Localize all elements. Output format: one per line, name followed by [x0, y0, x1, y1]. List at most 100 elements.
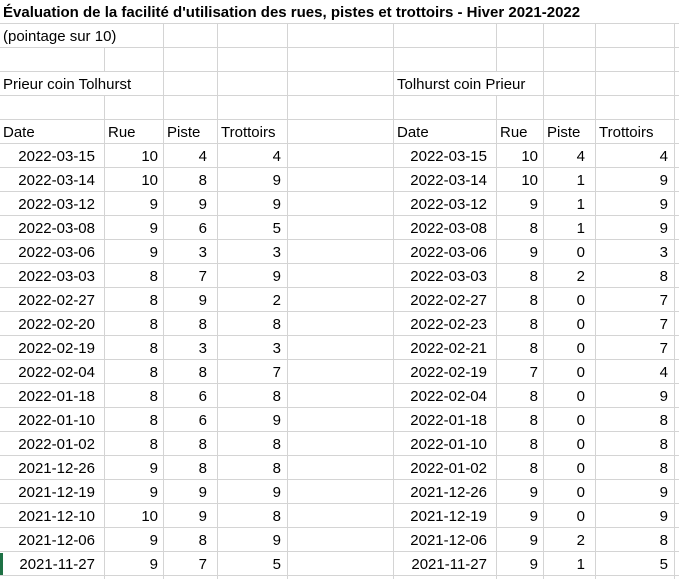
- empty-cell[interactable]: [394, 48, 497, 72]
- left-trottoirs-cell[interactable]: 8: [218, 456, 288, 480]
- left-piste-cell[interactable]: 7: [164, 264, 218, 288]
- empty-cell[interactable]: [394, 576, 497, 579]
- left-date-cell[interactable]: 2022-02-19: [0, 336, 105, 360]
- empty-cell[interactable]: [288, 144, 394, 168]
- right-date-cell[interactable]: 2022-03-14: [394, 168, 497, 192]
- left-rue-cell[interactable]: 9: [105, 240, 164, 264]
- right-date-cell[interactable]: 2022-02-21: [394, 336, 497, 360]
- empty-cell[interactable]: [288, 72, 394, 96]
- right-trottoirs-cell[interactable]: 9: [596, 192, 675, 216]
- left-trottoirs-cell[interactable]: 9: [218, 528, 288, 552]
- left-piste-cell[interactable]: 4: [164, 144, 218, 168]
- right-rue-cell[interactable]: 10: [497, 144, 544, 168]
- empty-cell[interactable]: [497, 96, 544, 120]
- right-piste-cell[interactable]: 1: [544, 168, 596, 192]
- empty-cell[interactable]: [288, 552, 394, 576]
- right-date-cell[interactable]: 2022-01-18: [394, 408, 497, 432]
- empty-cell[interactable]: [675, 144, 679, 168]
- left-date-cell[interactable]: 2022-02-20: [0, 312, 105, 336]
- right-trottoirs-cell[interactable]: 8: [596, 264, 675, 288]
- empty-cell[interactable]: [675, 216, 679, 240]
- right-trottoirs-cell[interactable]: 8: [596, 528, 675, 552]
- empty-cell[interactable]: [0, 576, 105, 579]
- left-rue-cell[interactable]: 10: [105, 168, 164, 192]
- left-piste-cell[interactable]: 9: [164, 504, 218, 528]
- left-rue-cell[interactable]: 8: [105, 432, 164, 456]
- left-piste-cell[interactable]: 6: [164, 408, 218, 432]
- left-rue-cell[interactable]: 8: [105, 264, 164, 288]
- right-piste-cell[interactable]: 0: [544, 240, 596, 264]
- left-piste-cell[interactable]: 8: [164, 312, 218, 336]
- right-rue-cell[interactable]: 8: [497, 456, 544, 480]
- empty-cell[interactable]: [105, 96, 164, 120]
- right-header-rue[interactable]: Rue: [497, 120, 544, 144]
- left-date-cell[interactable]: 2021-12-10: [0, 504, 105, 528]
- right-trottoirs-cell[interactable]: 8: [596, 432, 675, 456]
- left-trottoirs-cell[interactable]: 3: [218, 240, 288, 264]
- left-rue-cell[interactable]: 10: [105, 504, 164, 528]
- right-piste-cell[interactable]: 4: [544, 144, 596, 168]
- empty-cell[interactable]: [675, 240, 679, 264]
- sheet-title-cell[interactable]: Évaluation de la facilité d'utilisation …: [0, 0, 679, 24]
- empty-cell[interactable]: [596, 96, 675, 120]
- right-piste-cell[interactable]: 1: [544, 192, 596, 216]
- left-date-cell[interactable]: 2022-01-18: [0, 384, 105, 408]
- right-date-cell[interactable]: 2021-11-27: [394, 552, 497, 576]
- empty-cell[interactable]: [218, 48, 288, 72]
- empty-cell[interactable]: [288, 336, 394, 360]
- empty-cell[interactable]: [288, 360, 394, 384]
- right-trottoirs-cell[interactable]: 7: [596, 336, 675, 360]
- empty-cell[interactable]: [218, 96, 288, 120]
- right-date-cell[interactable]: 2021-12-19: [394, 504, 497, 528]
- empty-cell[interactable]: [675, 480, 679, 504]
- empty-cell[interactable]: [675, 288, 679, 312]
- left-date-cell[interactable]: 2022-03-08: [0, 216, 105, 240]
- empty-cell[interactable]: [394, 96, 497, 120]
- empty-cell[interactable]: [675, 336, 679, 360]
- right-date-cell[interactable]: 2022-03-06: [394, 240, 497, 264]
- right-piste-cell[interactable]: 0: [544, 408, 596, 432]
- left-rue-cell[interactable]: 9: [105, 216, 164, 240]
- right-rue-cell[interactable]: 9: [497, 504, 544, 528]
- right-date-cell[interactable]: 2022-01-10: [394, 432, 497, 456]
- right-rue-cell[interactable]: 10: [497, 168, 544, 192]
- right-piste-cell[interactable]: 0: [544, 504, 596, 528]
- right-piste-cell[interactable]: 0: [544, 360, 596, 384]
- left-piste-cell[interactable]: 8: [164, 360, 218, 384]
- empty-cell[interactable]: [596, 72, 675, 96]
- empty-cell[interactable]: [0, 96, 105, 120]
- right-date-cell[interactable]: 2022-02-27: [394, 288, 497, 312]
- right-piste-cell[interactable]: 0: [544, 432, 596, 456]
- empty-cell[interactable]: [288, 504, 394, 528]
- empty-cell[interactable]: [675, 72, 679, 96]
- right-piste-cell[interactable]: 0: [544, 456, 596, 480]
- right-trottoirs-cell[interactable]: 3: [596, 240, 675, 264]
- right-header-date[interactable]: Date: [394, 120, 497, 144]
- right-header-trottoirs[interactable]: Trottoirs: [596, 120, 675, 144]
- right-rue-cell[interactable]: 7: [497, 360, 544, 384]
- left-trottoirs-cell[interactable]: 8: [218, 432, 288, 456]
- left-trottoirs-cell[interactable]: 9: [218, 264, 288, 288]
- empty-cell[interactable]: [288, 480, 394, 504]
- right-piste-cell[interactable]: 1: [544, 216, 596, 240]
- empty-cell[interactable]: [0, 48, 105, 72]
- right-rue-cell[interactable]: 9: [497, 480, 544, 504]
- left-date-cell[interactable]: 2021-11-27: [0, 552, 105, 576]
- left-date-cell[interactable]: 2022-03-15: [0, 144, 105, 168]
- empty-cell[interactable]: [675, 456, 679, 480]
- empty-cell[interactable]: [288, 192, 394, 216]
- empty-cell[interactable]: [544, 24, 596, 48]
- left-rue-cell[interactable]: 8: [105, 360, 164, 384]
- left-date-cell[interactable]: 2022-01-10: [0, 408, 105, 432]
- left-date-cell[interactable]: 2022-02-04: [0, 360, 105, 384]
- empty-cell[interactable]: [164, 576, 218, 579]
- empty-cell[interactable]: [105, 48, 164, 72]
- left-header-trottoirs[interactable]: Trottoirs: [218, 120, 288, 144]
- right-piste-cell[interactable]: 1: [544, 552, 596, 576]
- right-date-cell[interactable]: 2022-03-03: [394, 264, 497, 288]
- empty-cell[interactable]: [675, 192, 679, 216]
- left-piste-cell[interactable]: 6: [164, 216, 218, 240]
- empty-cell[interactable]: [218, 72, 288, 96]
- left-header-date[interactable]: Date: [0, 120, 105, 144]
- left-date-cell[interactable]: 2022-03-03: [0, 264, 105, 288]
